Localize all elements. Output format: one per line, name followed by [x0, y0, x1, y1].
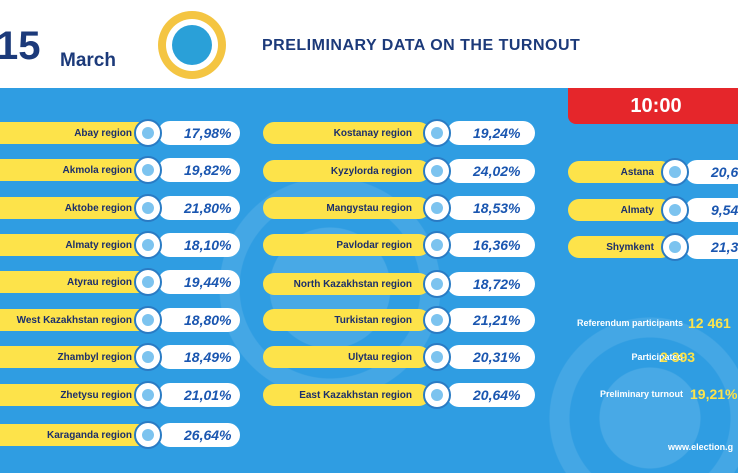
title: PRELIMINARY DATA ON THE TURNOUT — [262, 37, 581, 54]
region-name: Zhambyl region — [0, 346, 150, 368]
turnout: 19,82% — [158, 158, 240, 182]
region-emblem — [134, 119, 162, 147]
region-name: Almaty — [568, 199, 672, 221]
region-emblem — [134, 343, 162, 371]
turnout: 18,10% — [158, 233, 240, 257]
date-number: 15 — [0, 24, 41, 68]
region-emblem — [423, 157, 451, 185]
region-name: Akmola region — [0, 159, 150, 181]
turnout: 18,72% — [447, 272, 535, 296]
turnout: 24,02% — [447, 159, 535, 183]
turnout: 16,36% — [447, 233, 535, 257]
region-emblem — [423, 270, 451, 298]
region-emblem — [134, 194, 162, 222]
summary-value: 12 461 — [688, 315, 731, 331]
turnout: 21,36 — [685, 235, 738, 259]
turnout: 20,68% — [685, 160, 738, 184]
region-emblem — [134, 381, 162, 409]
turnout: 21,80% — [158, 196, 240, 220]
region-name: Aktobe region — [0, 197, 150, 219]
region-name: Turkistan region — [263, 309, 430, 331]
turnout: 26,64% — [158, 423, 240, 447]
turnout: 9,54% — [685, 198, 738, 222]
region-emblem — [423, 231, 451, 259]
time: 10:00 — [630, 94, 682, 117]
summary-label: Preliminary turnout — [599, 389, 683, 399]
region-emblem — [134, 306, 162, 334]
region-emblem — [423, 119, 451, 147]
region-emblem — [134, 231, 162, 259]
turnout: 20,64% — [447, 383, 535, 407]
region-name: North Kazakhstan region — [263, 273, 430, 295]
website: www.election.g — [668, 442, 734, 452]
time-box: 10:00 — [568, 88, 738, 124]
region-name: Pavlodar region — [263, 234, 430, 256]
turnout: 19,44% — [158, 270, 240, 294]
region-emblem — [134, 268, 162, 296]
summary-label: Participated — [631, 352, 683, 362]
region-emblem — [661, 233, 689, 261]
region-name: Zhetysu region — [0, 384, 150, 406]
region-name: Karaganda region — [0, 424, 150, 446]
turnout: 21,21% — [447, 308, 535, 332]
region-emblem — [661, 196, 689, 224]
region-name: Abay region — [0, 122, 150, 144]
turnout: 17,98% — [158, 121, 240, 145]
turnout: 18,49% — [158, 345, 240, 369]
turnout: 20,31% — [447, 345, 535, 369]
region-name: East Kazakhstan region — [263, 384, 430, 406]
region-emblem — [423, 343, 451, 371]
turnout: 18,80% — [158, 308, 240, 332]
region-emblem — [134, 421, 162, 449]
region-name: West Kazakhstan region — [0, 309, 150, 331]
summary-label: Referendum participants — [576, 318, 683, 328]
region-name: Atyrau region — [0, 271, 150, 293]
summary-value: 19,21% — [690, 386, 738, 402]
logo — [158, 11, 226, 79]
region-emblem — [423, 194, 451, 222]
region-name: Kyzylorda region — [263, 160, 430, 182]
region-emblem — [661, 158, 689, 186]
turnout: 18,53% — [447, 196, 535, 220]
turnout: 21,01% — [158, 383, 240, 407]
region-emblem — [423, 306, 451, 334]
region-emblem — [423, 381, 451, 409]
region-name: Ulytau region — [263, 346, 430, 368]
region-name: Shymkent — [568, 236, 672, 258]
region-name: Kostanay region — [263, 122, 430, 144]
date-month: March — [60, 50, 116, 71]
region-name: Almaty region — [0, 234, 150, 256]
region-emblem — [134, 156, 162, 184]
summary-value: 2 393 — [660, 349, 696, 365]
region-name: Astana — [568, 161, 672, 183]
turnout: 19,24% — [447, 121, 535, 145]
region-name: Mangystau region — [263, 197, 430, 219]
